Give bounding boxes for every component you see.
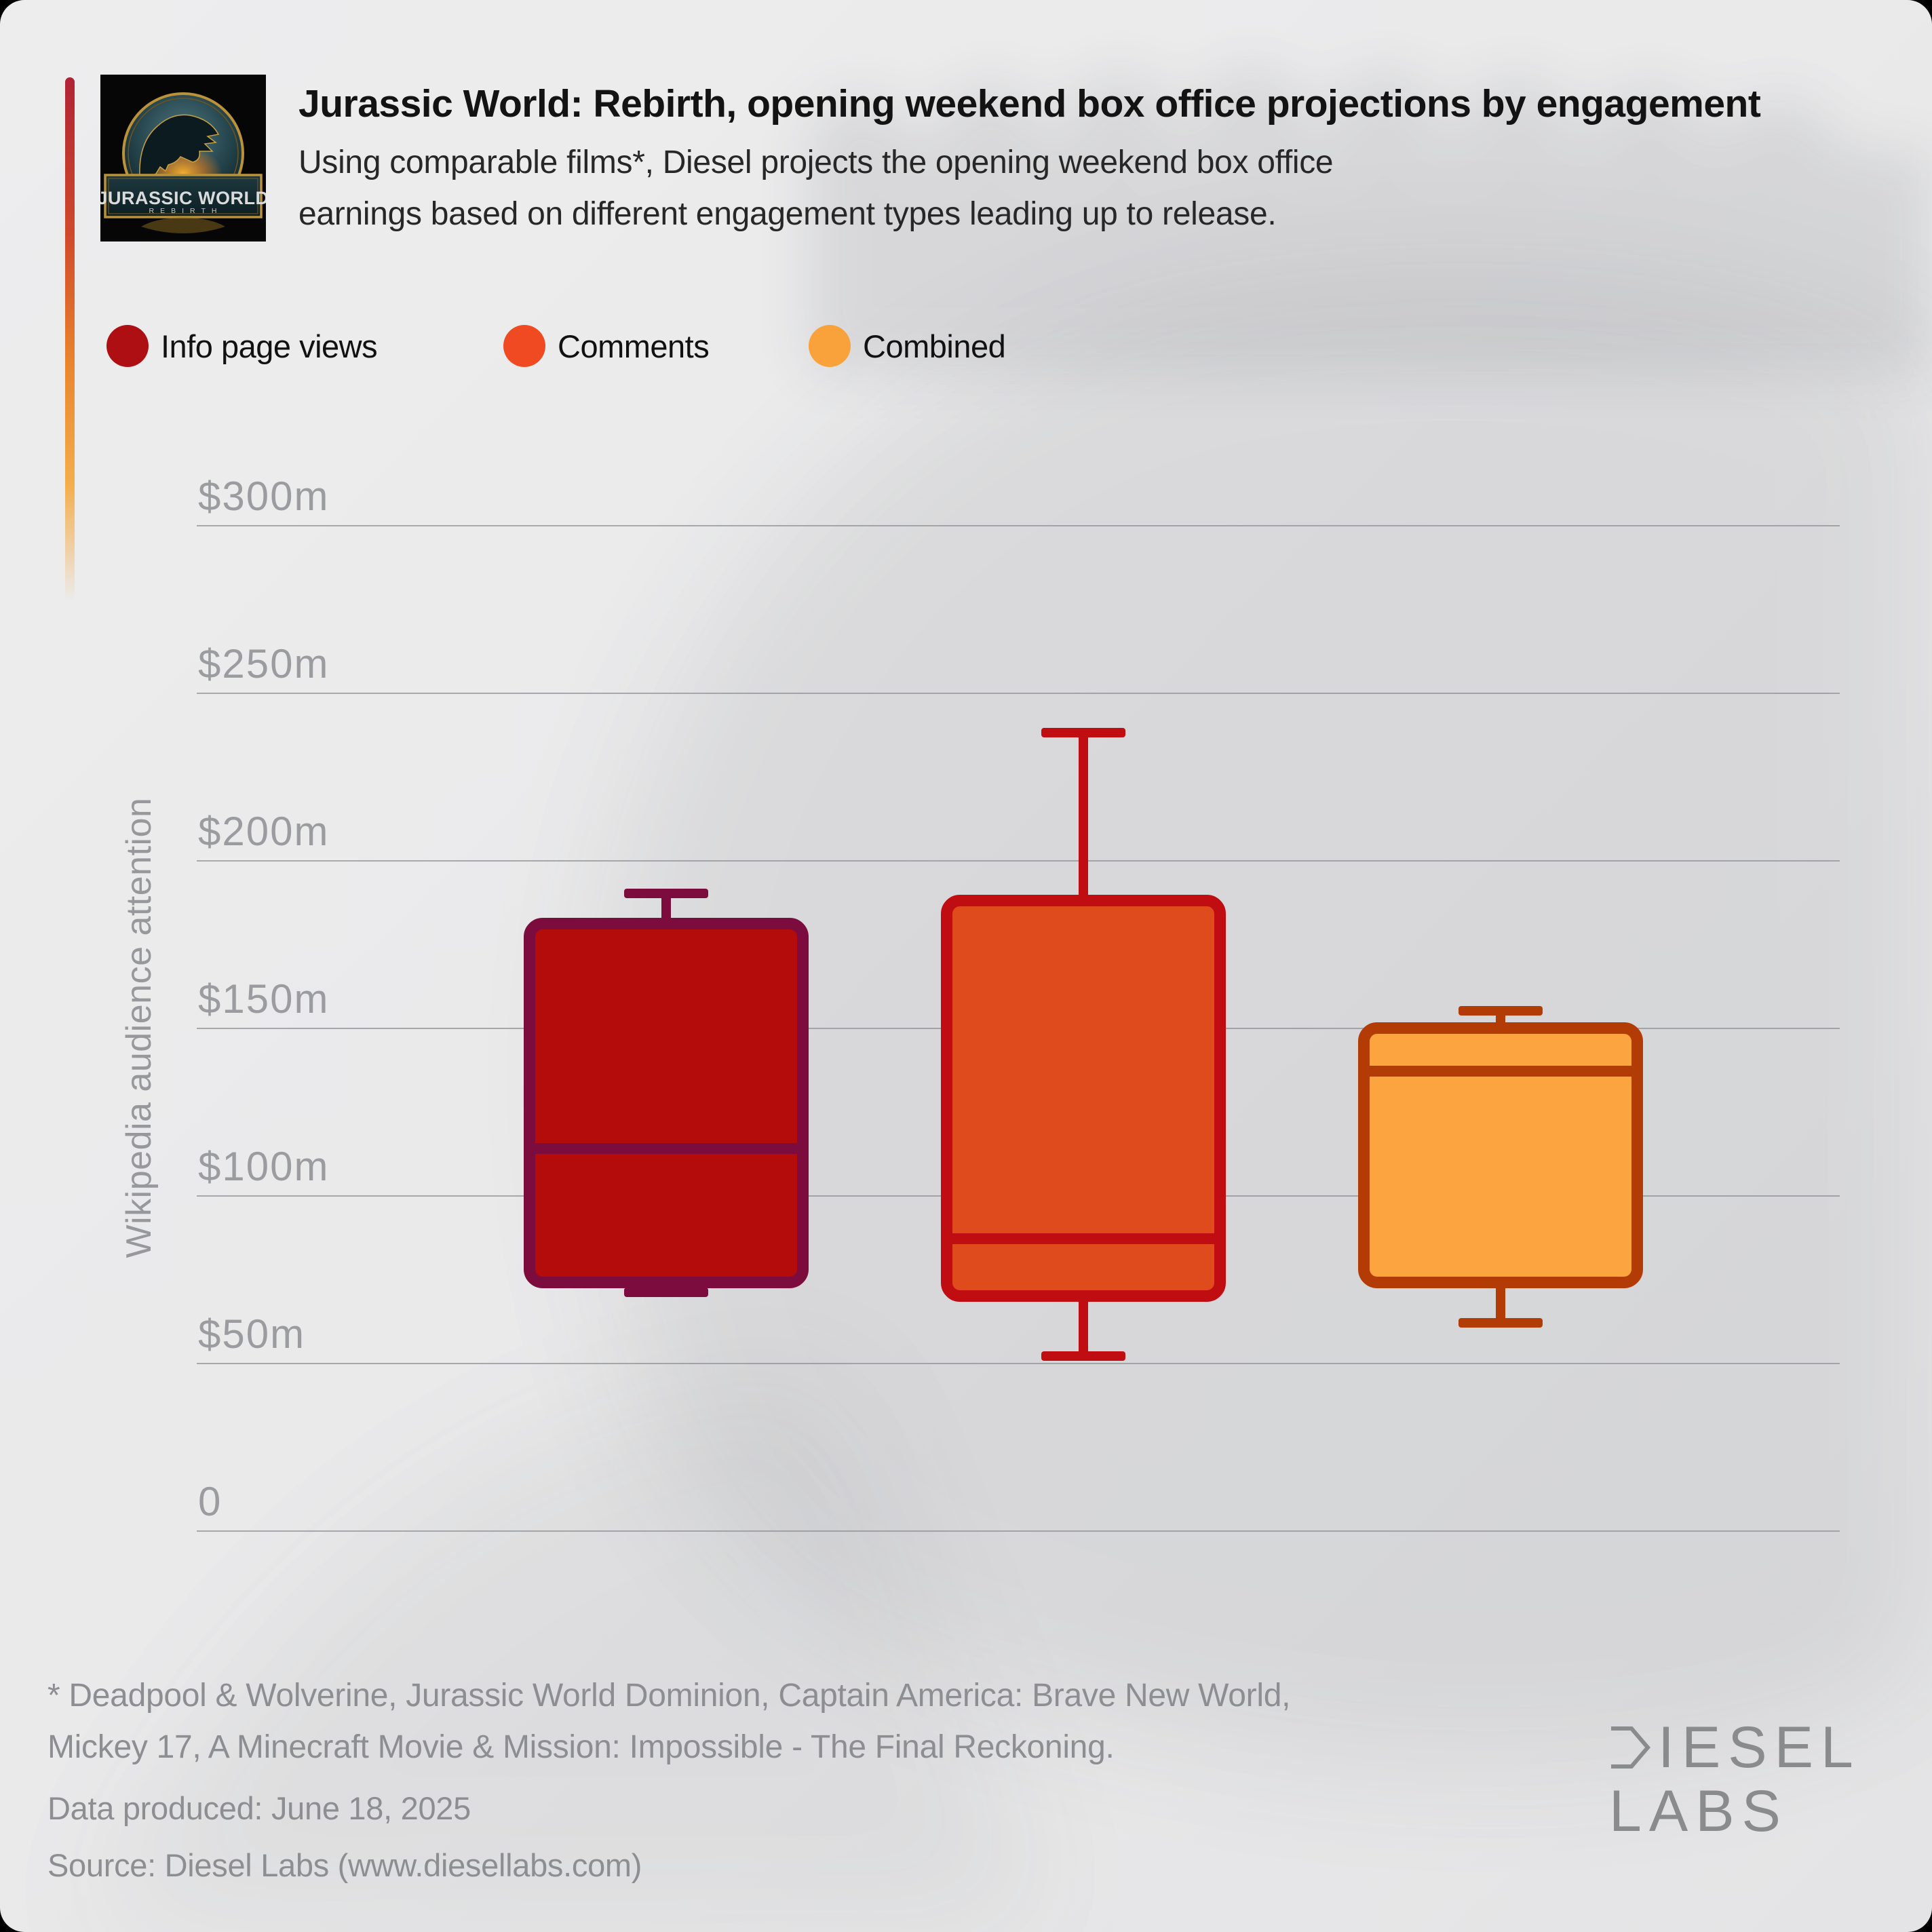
legend-label-info-page-views: Info page views [161,328,378,364]
tick-label-200: $200m [198,809,330,854]
y-axis-title: Wikipedia audience attention [119,797,159,1258]
logo-trees [141,217,225,233]
gridline-50 [197,1363,1840,1364]
footnote-line-2: Mickey 17, A Minecraft Movie & Mission: … [47,1729,1115,1765]
whisker-cap-max-info-page-views [624,889,708,899]
logo-title-text: JURASSIC WORLD [100,188,266,208]
subtitle-line-2: earnings based on different engagement t… [298,196,1277,232]
tick-label-300: $300m [198,474,330,519]
header-titles: Jurassic World: Rebirth, opening weekend… [298,80,1899,240]
source-attribution: Source: Diesel Labs (www.diesellabs.com) [47,1847,642,1883]
median-combined [1365,1066,1636,1077]
logo-subtitle-text: REBIRTH [149,207,223,215]
legend-label-combined: Combined [863,328,1006,364]
legend-label-comments: Comments [558,328,710,364]
diesel-d-chevron-icon [1611,1726,1650,1769]
whisker-upper-comments [1079,733,1088,901]
legend-dot-combined [809,325,851,367]
gridline-200 [197,860,1840,862]
labs-text: LABS [1609,1779,1788,1844]
jurassic-world-logo: JURASSIC WORLD REBIRTH [100,75,266,242]
box-combined [1358,1022,1643,1288]
diesel-row: IESEL [1609,1715,1861,1780]
legend-dot-info-page-views [107,325,149,367]
footnote-line-1: * Deadpool & Wolverine, Jurassic World D… [47,1678,1291,1714]
data-produced-date: Data produced: June 18, 2025 [47,1790,471,1826]
whisker-cap-max-comments [1041,728,1125,738]
gridline-0 [197,1530,1840,1532]
tick-label-50: $50m [198,1311,306,1357]
tick-label-150: $150m [198,976,330,1022]
jurassic-world-rebirth-poster: JURASSIC WORLD REBIRTH [100,75,266,242]
comparable-films-footnote: * Deadpool & Wolverine, Jurassic World D… [47,1670,1290,1773]
gridline-250 [197,693,1840,694]
trex-skeleton-silhouette [139,114,220,178]
whisker-cap-min-info-page-views [624,1288,708,1298]
box-info-page-views [524,918,809,1288]
diesel-labs-logo: IESEL LABS [1609,1715,1861,1840]
tick-label-100: $100m [198,1144,330,1189]
legend-item-combined: Combined [809,324,1006,368]
page-subtitle: Using comparable films*, Diesel projects… [298,137,1899,240]
median-info-page-views [530,1142,802,1154]
whisker-lower-combined [1496,1282,1505,1323]
page-title: Jurassic World: Rebirth, opening weekend… [298,82,1761,125]
tick-label-0: 0 [198,1479,223,1524]
whisker-cap-min-comments [1041,1351,1125,1361]
median-comments [948,1233,1219,1245]
legend-item-comments: Comments [503,324,710,368]
tick-label-250: $250m [198,641,330,687]
logo-banner: JURASSIC WORLD REBIRTH [100,174,266,218]
diesel-text: IESEL [1658,1715,1861,1780]
whisker-lower-comments [1079,1296,1088,1357]
whisker-cap-min-combined [1458,1317,1543,1328]
legend-dot-comments [503,325,545,367]
labs-row: LABS [1609,1782,1861,1840]
whisker-cap-max-combined [1458,1006,1543,1016]
legend-item-info-page-views: Info page views [107,324,378,368]
subtitle-line-1: Using comparable films*, Diesel projects… [298,144,1334,180]
accent-gradient-bar [65,77,75,601]
gridline-300 [197,525,1840,526]
